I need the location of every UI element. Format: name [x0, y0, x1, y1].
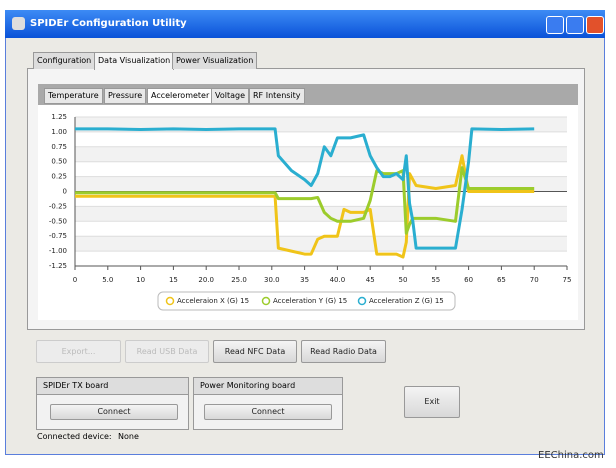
y-tick-label: 0.75 [51, 143, 67, 151]
subtab[interactable]: Pressure [104, 88, 147, 104]
legend-box [157, 291, 456, 311]
y-tick-label: 1.00 [51, 128, 67, 136]
exit-button[interactable]: Exit [404, 386, 460, 418]
legend-label: Acceleraion X (G) 15 [177, 297, 249, 305]
legend-swatch [357, 296, 367, 306]
x-tick-label: 5.0 [102, 276, 113, 284]
x-tick-label: 30.0 [264, 276, 280, 284]
y-tick-label: 1.25 [51, 113, 67, 121]
x-tick-label: 25.0 [231, 276, 247, 284]
connect-button[interactable]: Connect [50, 404, 178, 420]
legend-label: Acceleration Y (G) 15 [273, 297, 347, 305]
x-tick-label: 65 [497, 276, 506, 284]
x-tick-label: 15 [169, 276, 178, 284]
minimize-button[interactable] [546, 16, 564, 34]
y-tick-label: -0.50 [49, 217, 67, 225]
title-bar [5, 10, 605, 38]
y-tick-label: 0 [63, 188, 67, 196]
read-nfc-button[interactable]: Read NFC Data [213, 340, 297, 363]
x-tick-label: 20.0 [198, 276, 214, 284]
y-tick-label: 0.25 [51, 173, 67, 181]
y-tick-label: -0.25 [49, 202, 67, 210]
x-tick-label: 40.0 [330, 276, 346, 284]
maximize-button[interactable] [566, 16, 584, 34]
tab[interactable]: Power Visualization [172, 52, 258, 69]
data-line [75, 127, 535, 250]
x-tick-label: 50 [399, 276, 408, 284]
watermark: EEChina.com [538, 450, 604, 461]
subtab[interactable]: Voltage [211, 88, 250, 104]
x-tick-label: 35 [300, 276, 309, 284]
subtab[interactable]: RF Intensity [249, 88, 305, 104]
grid-band [75, 206, 567, 222]
export-button[interactable]: Export... [36, 340, 121, 363]
group-header: Power Monitoring board [193, 377, 343, 395]
x-tick-label: 75 [563, 276, 572, 284]
x-tick-label: 0 [73, 276, 77, 284]
x-tick-label: 60 [464, 276, 473, 284]
y-tick-label: -1.25 [49, 262, 67, 270]
status-label: Connected device: [37, 432, 112, 441]
x-tick-label: 70 [530, 276, 539, 284]
y-tick-label: -1.00 [49, 247, 67, 255]
x-tick-label: 45 [366, 276, 375, 284]
legend-swatch [261, 296, 271, 306]
subtab[interactable]: Temperature [44, 88, 103, 104]
legend-label: Acceleration Z (G) 15 [369, 297, 444, 305]
close-button[interactable] [586, 16, 604, 34]
read-usb-button[interactable]: Read USB Data [125, 340, 209, 363]
data-line [75, 166, 535, 235]
y-tick-label: 0.50 [51, 158, 67, 166]
group-header: SPIDEr TX board [36, 377, 189, 395]
connect-button[interactable]: Connect [204, 404, 332, 420]
window-title: SPIDEr Configuration Utility [30, 18, 187, 29]
status-value: None [118, 432, 139, 441]
data-line [75, 154, 535, 259]
read-radio-button[interactable]: Read Radio Data [301, 340, 386, 363]
app-icon [12, 17, 25, 30]
y-tick-label: -0.75 [49, 232, 67, 240]
x-tick-label: 10 [136, 276, 145, 284]
x-tick-label: 55 [431, 276, 440, 284]
legend-swatch [165, 296, 175, 306]
